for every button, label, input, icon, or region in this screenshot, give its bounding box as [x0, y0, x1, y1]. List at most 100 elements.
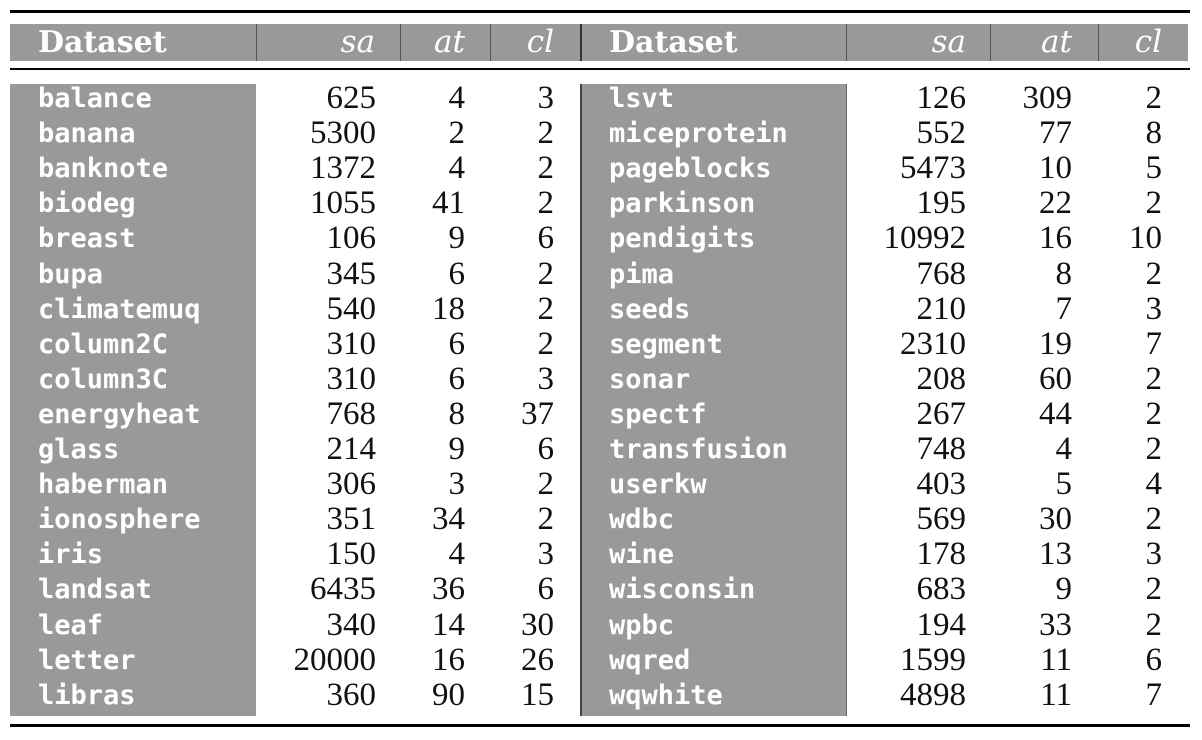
left-sa-value-cell: 106 [326, 220, 377, 257]
right-at-value-cell: 16 [1039, 220, 1072, 257]
left-cl-value-cell: 2 [537, 325, 555, 362]
right-cl-value-cell: 2 [1145, 185, 1163, 222]
left-at-value-cell: 9 [448, 220, 466, 257]
right-at-value-cell: 7 [1055, 290, 1073, 327]
right-sa-value-cell: 1599 [900, 641, 966, 678]
table-row: biodeg 1055 41 2 parkinson 195 22 2 [0, 186, 1202, 221]
left-sa-value-cell: 20000 [293, 641, 377, 678]
header-column-divider [846, 24, 847, 61]
right-name-column-shading [582, 84, 846, 716]
left-cl-value-cell: 3 [537, 80, 555, 116]
right-at-header: at [1041, 24, 1072, 60]
left-cl-value-cell: 6 [537, 431, 555, 467]
left-sa-value-cell: 340 [326, 606, 377, 643]
right-at-value-cell: 11 [1040, 641, 1072, 678]
table-row: landsat 6435 36 6 wisconsin 683 9 2 [0, 572, 1202, 607]
left-sa-value-cell: 310 [326, 325, 377, 362]
left-sa-value-cell: 360 [326, 676, 377, 713]
right-sa-header: sa [931, 24, 966, 60]
left-cl-header: cl [526, 24, 554, 60]
left-at-value-cell: 9 [448, 431, 466, 467]
right-at-value-cell: 19 [1039, 325, 1072, 362]
left-sa-value-cell: 6435 [310, 571, 376, 608]
header-column-divider [1098, 24, 1099, 61]
left-at-value-cell: 6 [448, 360, 466, 397]
right-at-value-cell: 11 [1040, 676, 1072, 713]
right-cl-value-cell: 2 [1145, 571, 1163, 608]
right-at-value-cell: 10 [1039, 150, 1072, 187]
right-dataset-name-cell: segment [609, 328, 723, 360]
right-sa-value-cell: 126 [916, 80, 967, 116]
right-dataset-name-cell: sonar [609, 363, 691, 395]
left-dataset-name-cell: letter [38, 644, 136, 676]
left-sa-value-cell: 768 [326, 395, 377, 432]
left-cl-value-cell: 3 [537, 360, 555, 397]
left-cl-value-cell: 2 [537, 115, 555, 152]
right-cl-value-cell: 8 [1145, 115, 1163, 152]
left-sa-value-cell: 625 [326, 80, 377, 116]
left-dataset-name-cell: haberman [38, 469, 169, 501]
right-cl-value-cell: 2 [1145, 606, 1163, 643]
left-at-value-cell: 8 [448, 395, 466, 432]
header-column-divider [490, 24, 491, 61]
right-at-value-cell: 33 [1039, 606, 1072, 643]
right-sa-value-cell: 569 [916, 501, 967, 538]
right-sa-value-cell: 195 [916, 185, 967, 222]
header-group-divider [580, 24, 582, 61]
left-at-value-cell: 18 [432, 290, 465, 327]
header-column-divider [400, 24, 401, 61]
right-sa-value-cell: 4898 [900, 676, 966, 713]
right-at-value-cell: 30 [1039, 501, 1072, 538]
right-at-value-cell: 60 [1039, 360, 1072, 397]
right-cl-value-cell: 2 [1145, 431, 1163, 467]
right-at-value-cell: 77 [1039, 115, 1072, 152]
right-dataset-name-cell: parkinson [609, 188, 756, 220]
table-header-band [10, 24, 1188, 61]
right-cl-value-cell: 7 [1145, 325, 1163, 362]
left-at-value-cell: 3 [448, 466, 466, 503]
right-cl-value-cell: 10 [1129, 220, 1162, 257]
left-at-value-cell: 36 [432, 571, 465, 608]
right-dataset-name-cell: spectf [609, 398, 707, 430]
right-at-value-cell: 9 [1055, 571, 1073, 608]
right-sa-value-cell: 194 [916, 606, 967, 643]
left-sa-value-cell: 345 [326, 255, 377, 292]
right-cl-value-cell: 2 [1145, 395, 1163, 432]
left-name-column-shading [10, 84, 256, 716]
left-at-value-cell: 90 [432, 676, 465, 713]
header-column-divider [256, 24, 257, 61]
left-sa-value-cell: 310 [326, 360, 377, 397]
right-sa-value-cell: 2310 [900, 325, 966, 362]
left-at-value-cell: 4 [448, 150, 466, 187]
table-row: bupa 345 6 2 pima 768 8 2 [0, 255, 1202, 292]
left-sa-value-cell: 1055 [310, 185, 376, 222]
right-cl-header: cl [1134, 24, 1162, 60]
right-cl-value-cell: 2 [1145, 255, 1163, 292]
right-at-value-cell: 8 [1055, 255, 1073, 292]
table-top-rule [10, 10, 1190, 13]
table-row: climatemuq 540 18 2 seeds 210 7 3 [0, 290, 1202, 327]
right-sa-value-cell: 5473 [900, 150, 966, 187]
left-sa-value-cell: 540 [326, 290, 377, 327]
right-at-value-cell: 309 [1022, 80, 1073, 116]
table-row: banknote 1372 4 2 pageblocks 5473 10 5 [0, 151, 1202, 186]
left-dataset-name-cell: glass [38, 434, 120, 465]
table-row: banana 5300 2 2 miceprotein 552 77 8 [0, 116, 1202, 151]
left-dataset-name-cell: ionosphere [38, 504, 201, 536]
left-dataset-name-cell: climatemuq [38, 293, 201, 325]
left-at-value-cell: 41 [432, 185, 465, 222]
right-sa-value-cell: 403 [916, 466, 967, 503]
left-dataset-name-cell: landsat [38, 574, 152, 606]
table-row: balance 625 4 3 lsvt 126 309 2 [0, 81, 1202, 116]
right-cl-value-cell: 2 [1145, 80, 1163, 116]
right-sa-value-cell: 683 [916, 571, 967, 608]
left-cl-value-cell: 6 [537, 220, 555, 257]
left-dataset-name-cell: column2C [38, 328, 169, 360]
right-sa-value-cell: 552 [916, 115, 967, 152]
right-dataset-name-cell: wqred [609, 644, 691, 676]
left-cl-value-cell: 2 [537, 255, 555, 292]
left-dataset-name-cell: biodeg [38, 188, 136, 220]
table-row: letter 20000 16 26 wqred 1599 11 6 [0, 641, 1202, 678]
left-dataset-name-cell: iris [38, 539, 104, 571]
right-sa-value-cell: 208 [916, 360, 967, 397]
